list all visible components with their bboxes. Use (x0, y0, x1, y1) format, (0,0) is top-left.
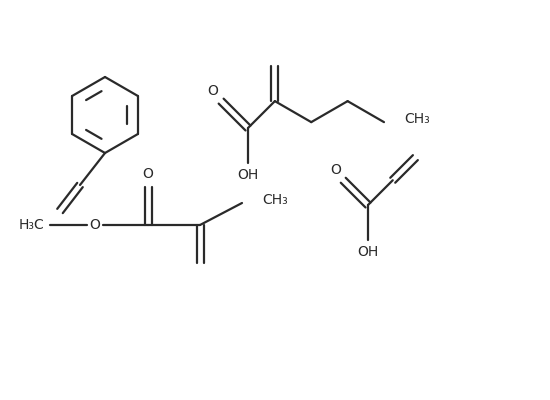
Text: O: O (330, 163, 340, 177)
Text: O: O (90, 218, 101, 232)
Text: O: O (142, 167, 153, 181)
Text: OH: OH (238, 168, 258, 182)
Text: CH₃: CH₃ (404, 112, 430, 126)
Text: H₃C: H₃C (19, 218, 45, 232)
Text: CH₃: CH₃ (262, 193, 288, 207)
Text: OH: OH (358, 245, 378, 259)
Text: O: O (208, 84, 218, 98)
